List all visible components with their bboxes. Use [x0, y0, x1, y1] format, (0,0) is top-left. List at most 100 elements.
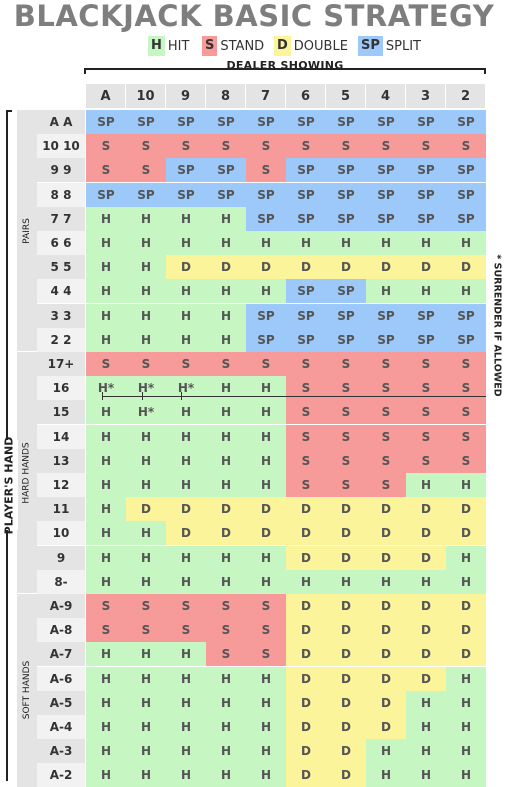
strategy-cell: D	[126, 497, 166, 522]
strategy-cell: S	[366, 448, 406, 473]
dealer-card-header: 2	[446, 84, 485, 108]
strategy-cell: SP	[246, 182, 286, 207]
strategy-cell: H	[246, 400, 286, 425]
strategy-cell: H	[206, 473, 246, 497]
strategy-cell: H	[86, 739, 126, 764]
legend-item-hit: H HIT	[148, 36, 189, 56]
strategy-cell: H	[166, 400, 206, 425]
strategy-cell: S	[126, 618, 166, 643]
strategy-cell: D	[286, 521, 326, 546]
strategy-cell: H	[246, 545, 286, 570]
strategy-cell: H	[286, 569, 326, 594]
player-hand-label: A-8	[37, 618, 85, 643]
strategy-cell: SP	[446, 327, 486, 352]
group-label: SOFT HANDS	[22, 661, 33, 720]
strategy-cell: H	[246, 666, 286, 691]
strategy-cell: H	[166, 424, 206, 449]
strategy-cell: D	[206, 497, 246, 522]
strategy-cell: SP	[326, 158, 366, 183]
strategy-cell: H	[86, 666, 126, 691]
group-bar	[17, 594, 37, 787]
strategy-cell: D	[406, 521, 446, 546]
strategy-cell: SP	[166, 182, 206, 207]
dealer-card-header: 6	[286, 84, 325, 108]
strategy-cell: D	[446, 642, 486, 667]
strategy-cell: H	[126, 569, 166, 594]
strategy-cell: S	[366, 424, 406, 449]
strategy-cell: SP	[246, 303, 286, 328]
strategy-cell: H	[366, 569, 406, 594]
strategy-cell: H	[246, 424, 286, 449]
group-bar	[17, 352, 37, 593]
strategy-cell: SP	[446, 182, 486, 207]
strategy-cell: H	[206, 231, 246, 255]
strategy-cell: SP	[86, 182, 126, 207]
strategy-cell: H	[246, 279, 286, 304]
strategy-cell: H	[246, 448, 286, 473]
strategy-cell: H	[166, 715, 206, 739]
group-label: HARD HANDS	[22, 441, 32, 504]
strategy-cell: S	[126, 594, 166, 618]
strategy-cell: D	[166, 521, 206, 546]
strategy-cell: H	[166, 327, 206, 352]
player-hand-label: 10	[37, 521, 85, 546]
player-hand-label: A-3	[37, 739, 85, 764]
strategy-cell: D	[366, 715, 406, 739]
strategy-cell: H	[326, 569, 366, 594]
strategy-cell: SP	[286, 303, 326, 328]
strategy-cell: D	[406, 545, 446, 570]
strategy-cell: H	[246, 739, 286, 764]
player-hand-label: A-2	[37, 763, 85, 787]
strategy-cell: D	[166, 255, 206, 280]
legend-label: DOUBLE	[293, 38, 348, 54]
strategy-cell: S	[126, 352, 166, 376]
dealer-card-header: 3	[406, 84, 445, 108]
strategy-cell: H	[126, 424, 166, 449]
dealer-card-header: 9	[166, 84, 205, 108]
strategy-cell: H	[206, 303, 246, 328]
strategy-cell: S	[166, 594, 206, 618]
strategy-cell: D	[446, 521, 486, 546]
strategy-cell: SP	[406, 303, 446, 328]
strategy-cell: D	[366, 594, 406, 618]
strategy-cell: H	[406, 763, 446, 787]
surrender-tick	[102, 392, 103, 400]
strategy-cell: S	[166, 134, 206, 159]
strategy-cell: D	[446, 594, 486, 618]
strategy-cell: H	[246, 569, 286, 594]
strategy-cell: H	[126, 327, 166, 352]
strategy-cell: H	[446, 545, 486, 570]
strategy-cell: H	[126, 666, 166, 691]
strategy-cell: H	[166, 763, 206, 787]
strategy-cell: D	[246, 255, 286, 280]
strategy-cell: H	[166, 231, 206, 255]
strategy-cell: H	[86, 206, 126, 231]
strategy-cell: S	[86, 594, 126, 618]
strategy-cell: SP	[366, 182, 406, 207]
strategy-cell: S	[286, 448, 326, 473]
strategy-cell: S	[326, 473, 366, 497]
strategy-cell: S	[246, 594, 286, 618]
strategy-cell: SP	[406, 158, 446, 183]
strategy-cell: H	[86, 473, 126, 497]
strategy-cell: H	[126, 206, 166, 231]
strategy-cell: D	[406, 666, 446, 691]
strategy-cell: S	[206, 642, 246, 667]
strategy-cell: S	[366, 134, 406, 159]
strategy-cell: H	[126, 255, 166, 280]
player-hand-label: 16	[37, 376, 85, 401]
strategy-cell: SP	[446, 158, 486, 183]
legend-item-split: SP SPLIT	[358, 36, 421, 56]
strategy-cell: H	[166, 448, 206, 473]
strategy-cell: D	[406, 594, 446, 618]
strategy-cell: H	[86, 521, 126, 546]
strategy-cell: H	[86, 424, 126, 449]
strategy-cell: D	[206, 521, 246, 546]
strategy-cell: D	[206, 255, 246, 280]
strategy-cell: D	[326, 497, 366, 522]
strategy-cell: H	[366, 763, 406, 787]
player-hand-label: A-5	[37, 690, 85, 715]
strategy-cell: H	[246, 763, 286, 787]
strategy-cell: H	[246, 473, 286, 497]
group-label-box: HARD HANDS	[17, 352, 37, 593]
